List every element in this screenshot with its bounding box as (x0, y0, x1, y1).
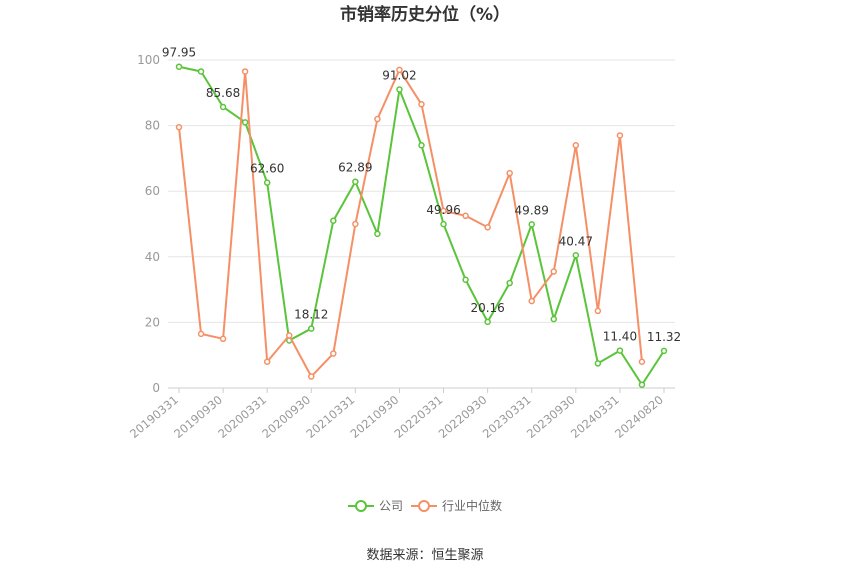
point-industry-median (263, 358, 271, 366)
point-company (308, 325, 315, 332)
data-label: 18.12 (294, 308, 328, 322)
point-industry-median (330, 350, 337, 357)
point-industry-median (528, 297, 535, 305)
y-tick-label: 60 (145, 184, 160, 198)
point-industry-median (594, 307, 602, 315)
point-company (528, 221, 535, 228)
point-industry-median (219, 335, 227, 343)
point-industry-median (418, 101, 425, 108)
point-company (263, 179, 271, 186)
point-industry-median (550, 268, 558, 275)
data-label: 49.96 (426, 203, 460, 217)
point-company (330, 217, 337, 224)
data-label: 40.47 (559, 234, 593, 248)
legend-marker (418, 500, 430, 512)
point-company (484, 318, 491, 326)
point-industry-median (175, 123, 183, 131)
point-company (506, 279, 513, 287)
data-label: 91.02 (382, 68, 416, 82)
point-company (418, 142, 425, 149)
y-tick-label: 80 (145, 119, 160, 133)
data-label: 97.95 (162, 46, 196, 60)
data-label: 49.89 (515, 203, 549, 217)
point-company (374, 230, 381, 238)
point-industry-median (197, 330, 205, 338)
series-line-industry-median (178, 68, 643, 378)
data-label: 62.60 (250, 162, 284, 176)
point-industry-median (572, 142, 580, 149)
point-industry-median (440, 207, 447, 215)
chart-title: 市销率历史分位（%） (340, 4, 510, 25)
data-label: 11.40 (603, 330, 637, 344)
point-company (219, 103, 227, 111)
y-tick-label: 40 (145, 250, 160, 264)
point-industry-median (241, 68, 249, 75)
data-labels: 97.95 85.68 62.60 18.12 62.89 91.02 49.96 20.16… (162, 46, 681, 344)
legend-label: 行业中位数 (442, 498, 502, 513)
legend-label: 公司 (379, 499, 403, 513)
point-industry-median (484, 224, 491, 231)
point-company (197, 68, 205, 75)
point-company (550, 315, 558, 323)
point-industry-median (352, 220, 359, 228)
point-company (352, 178, 359, 185)
source-note: 数据来源：恒生聚源 (366, 548, 483, 563)
data-label: 20.16 (470, 301, 504, 315)
point-company (175, 63, 183, 70)
point-company (638, 381, 646, 388)
grid-lines (168, 59, 675, 323)
y-tick-label: 0 (152, 381, 160, 395)
legend-marker (355, 500, 367, 512)
point-industry-median (506, 169, 513, 177)
data-label: 85.68 (206, 86, 240, 100)
y-tick-label: 20 (145, 315, 160, 329)
point-industry-median (638, 358, 646, 366)
point-industry-median (374, 115, 381, 123)
point-industry-median (616, 132, 624, 139)
legend[interactable]: 公司 行业中位数 (348, 498, 502, 513)
point-industry-median (285, 332, 293, 339)
point-company (462, 276, 469, 284)
data-label: 11.32 (647, 330, 681, 344)
point-company (594, 360, 602, 367)
point-industry-median (396, 66, 403, 74)
point-company (616, 347, 624, 354)
y-tick-label: 100 (137, 53, 160, 67)
point-company (241, 119, 249, 126)
legend-item-company[interactable]: 公司 (348, 499, 403, 513)
point-industry-median (308, 373, 315, 380)
legend-item-industry-median[interactable]: 行业中位数 (411, 498, 502, 513)
series-line-company (178, 65, 665, 386)
point-company (440, 220, 447, 228)
point-company (572, 252, 580, 259)
data-label: 62.89 (338, 161, 372, 175)
x-tick-label: 20240820 (612, 393, 666, 441)
series-lines (175, 63, 668, 388)
point-company (660, 347, 668, 355)
point-industry-median (462, 212, 469, 220)
point-company (396, 86, 403, 93)
